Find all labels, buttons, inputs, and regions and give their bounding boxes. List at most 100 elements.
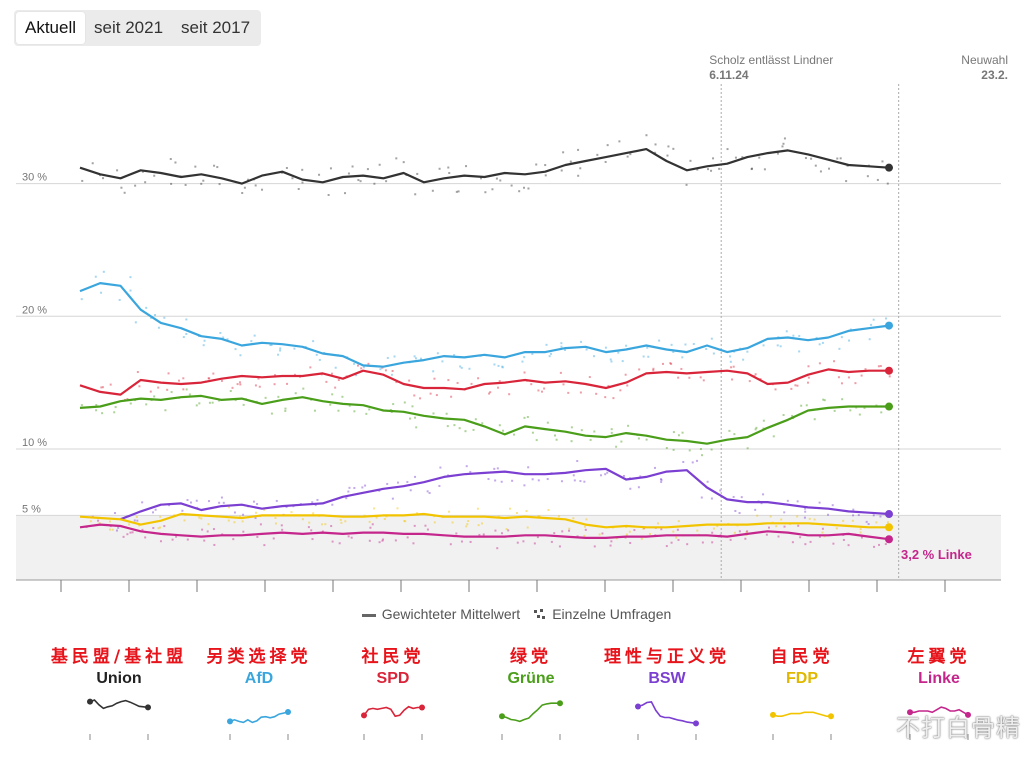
poll-dot (102, 177, 105, 180)
poll-dot (344, 192, 347, 195)
poll-dot (101, 386, 104, 389)
party-afd[interactable]: 另类选择党 AfD (184, 642, 334, 688)
poll-dot (547, 509, 550, 512)
poll-dot (719, 489, 722, 492)
poll-dot (732, 495, 735, 498)
poll-dot (404, 520, 407, 523)
sparkline-start-dot (770, 711, 776, 718)
poll-dot (495, 177, 498, 180)
poll-dot (435, 394, 438, 397)
poll-dot (729, 538, 732, 541)
poll-dot (134, 321, 137, 324)
poll-dot (833, 360, 836, 363)
poll-dot (109, 528, 112, 531)
poll-dot (512, 433, 515, 436)
poll-dot (796, 384, 799, 387)
poll-dot (279, 349, 282, 352)
poll-dot (414, 357, 417, 360)
poll-dot (583, 480, 586, 483)
poll-dot (472, 428, 475, 431)
poll-dot (604, 160, 607, 163)
poll-dot (804, 507, 807, 510)
poll-dot (447, 379, 450, 382)
poll-dot (331, 393, 334, 396)
poll-dot (138, 524, 141, 527)
poll-dot (222, 336, 225, 339)
poll-dot (796, 500, 799, 503)
poll-dot (870, 323, 873, 326)
poll-dot (167, 372, 170, 375)
party-bsw[interactable]: 理性与正义党 BSW (592, 642, 742, 688)
poll-dot (383, 518, 386, 521)
party-spd[interactable]: 社民党 SPD (318, 642, 468, 688)
poll-dot (731, 378, 734, 381)
poll-dot (256, 535, 259, 538)
poll-dot (838, 347, 841, 350)
poll-dot (677, 376, 680, 379)
end-dot-bsw (885, 510, 893, 519)
sparkline-start-dot (907, 709, 913, 716)
poll-dot (688, 449, 691, 452)
poll-dot (653, 466, 656, 469)
poll-dot (312, 340, 315, 343)
poll-dot (573, 479, 576, 482)
tab-aktuell[interactable]: Aktuell (16, 12, 86, 44)
poll-dot (496, 547, 499, 550)
poll-dot (144, 536, 147, 539)
poll-dot (115, 529, 118, 532)
poll-dot (198, 516, 201, 519)
poll-dot (729, 360, 732, 363)
poll-dot (886, 521, 889, 524)
poll-dot (560, 480, 563, 483)
poll-dot (451, 521, 454, 524)
poll-dot (373, 182, 376, 185)
poll-dot (208, 377, 211, 380)
poll-dot (654, 151, 657, 154)
poll-dot (550, 352, 553, 355)
poll-dot (279, 347, 282, 350)
poll-dot (702, 379, 705, 382)
poll-dot (181, 509, 184, 512)
poll-dot (466, 523, 469, 526)
poll-dot (329, 167, 332, 170)
party-linke[interactable]: 左翼党 Linke (864, 642, 1014, 688)
x-axis (16, 579, 1001, 592)
poll-dot (501, 366, 504, 369)
party-fdp[interactable]: 自民党 FDP (727, 642, 877, 688)
poll-dot (633, 529, 636, 532)
poll-dot (310, 529, 313, 532)
poll-dot (455, 532, 458, 535)
poll-dot (218, 501, 221, 504)
poll-dot (543, 387, 546, 390)
poll-dot (189, 501, 192, 504)
poll-dot (762, 419, 765, 422)
poll-dot (545, 343, 548, 346)
poll-dot (822, 398, 825, 401)
poll-dot (648, 532, 651, 535)
party-union-cn: 基民盟/基社盟 (50, 647, 188, 667)
tab-seit-2017[interactable]: seit 2017 (181, 18, 251, 37)
poll-dot (371, 523, 374, 526)
poll-dot (233, 511, 236, 514)
poll-dot (426, 528, 429, 531)
end-dot-union (885, 163, 893, 172)
poll-dot (182, 388, 185, 391)
poll-dot (312, 512, 315, 515)
poll-dot (827, 513, 830, 516)
poll-dot (212, 528, 215, 531)
poll-dot (775, 525, 778, 528)
poll-dot (360, 367, 363, 370)
poll-dot (170, 182, 173, 185)
poll-dot (851, 519, 854, 522)
poll-dot (318, 358, 321, 361)
poll-dot (741, 156, 744, 159)
poll-dot (231, 386, 234, 389)
y-tick-label: 20 % (22, 304, 47, 316)
poll-dot (553, 532, 556, 535)
chart-legend: Gewichteter Mittelwert Einzelne Umfragen (0, 606, 1033, 622)
tab-seit-2021[interactable]: seit 2021 (94, 18, 164, 37)
party-union[interactable]: 基民盟/基社盟 Union (44, 642, 194, 688)
poll-dot (447, 166, 450, 169)
poll-dot (208, 500, 211, 503)
party-gruene[interactable]: 绿党 Grüne (456, 642, 606, 688)
